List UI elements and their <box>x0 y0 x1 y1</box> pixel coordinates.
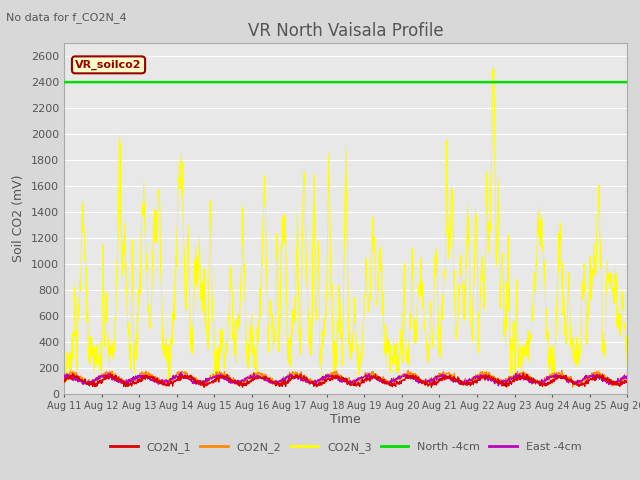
Legend: CO2N_1, CO2N_2, CO2N_3, North -4cm, East -4cm: CO2N_1, CO2N_2, CO2N_3, North -4cm, East… <box>106 438 586 457</box>
Y-axis label: Soil CO2 (mV): Soil CO2 (mV) <box>12 175 26 262</box>
X-axis label: Time: Time <box>330 413 361 426</box>
Text: VR_soilco2: VR_soilco2 <box>76 60 142 70</box>
Text: No data for f_CO2N_4: No data for f_CO2N_4 <box>6 12 127 23</box>
Title: VR North Vaisala Profile: VR North Vaisala Profile <box>248 22 444 40</box>
